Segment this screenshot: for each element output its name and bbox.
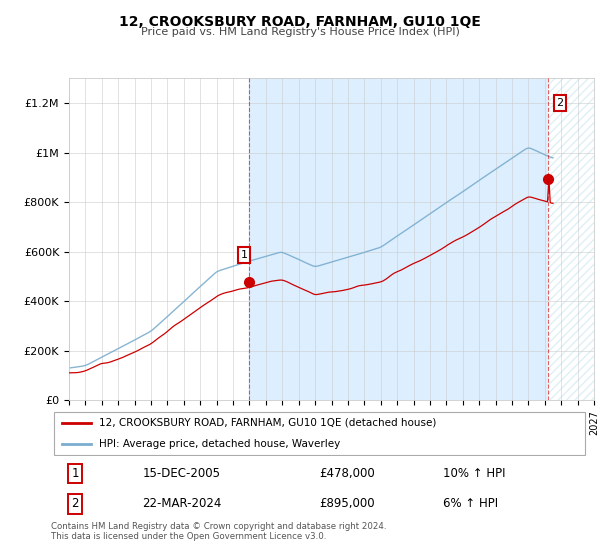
Text: 10% ↑ HPI: 10% ↑ HPI bbox=[443, 467, 506, 480]
Text: 12, CROOKSBURY ROAD, FARNHAM, GU10 1QE (detached house): 12, CROOKSBURY ROAD, FARNHAM, GU10 1QE (… bbox=[100, 418, 437, 428]
Text: £895,000: £895,000 bbox=[320, 497, 375, 510]
Text: £478,000: £478,000 bbox=[320, 467, 375, 480]
Text: 6% ↑ HPI: 6% ↑ HPI bbox=[443, 497, 498, 510]
Text: 22-MAR-2024: 22-MAR-2024 bbox=[142, 497, 221, 510]
Text: 1: 1 bbox=[241, 250, 247, 260]
Text: HPI: Average price, detached house, Waverley: HPI: Average price, detached house, Wave… bbox=[100, 439, 341, 449]
Text: 2: 2 bbox=[556, 98, 563, 108]
Text: 2: 2 bbox=[71, 497, 79, 510]
Text: 12, CROOKSBURY ROAD, FARNHAM, GU10 1QE: 12, CROOKSBURY ROAD, FARNHAM, GU10 1QE bbox=[119, 15, 481, 29]
Text: 15-DEC-2005: 15-DEC-2005 bbox=[142, 467, 220, 480]
Text: Price paid vs. HM Land Registry's House Price Index (HPI): Price paid vs. HM Land Registry's House … bbox=[140, 27, 460, 37]
Text: 1: 1 bbox=[71, 467, 79, 480]
Bar bbox=[249, 78, 548, 400]
FancyBboxPatch shape bbox=[53, 412, 586, 455]
Bar bbox=[548, 78, 594, 400]
Text: Contains HM Land Registry data © Crown copyright and database right 2024.
This d: Contains HM Land Registry data © Crown c… bbox=[51, 522, 386, 542]
Bar bbox=[548, 78, 594, 400]
